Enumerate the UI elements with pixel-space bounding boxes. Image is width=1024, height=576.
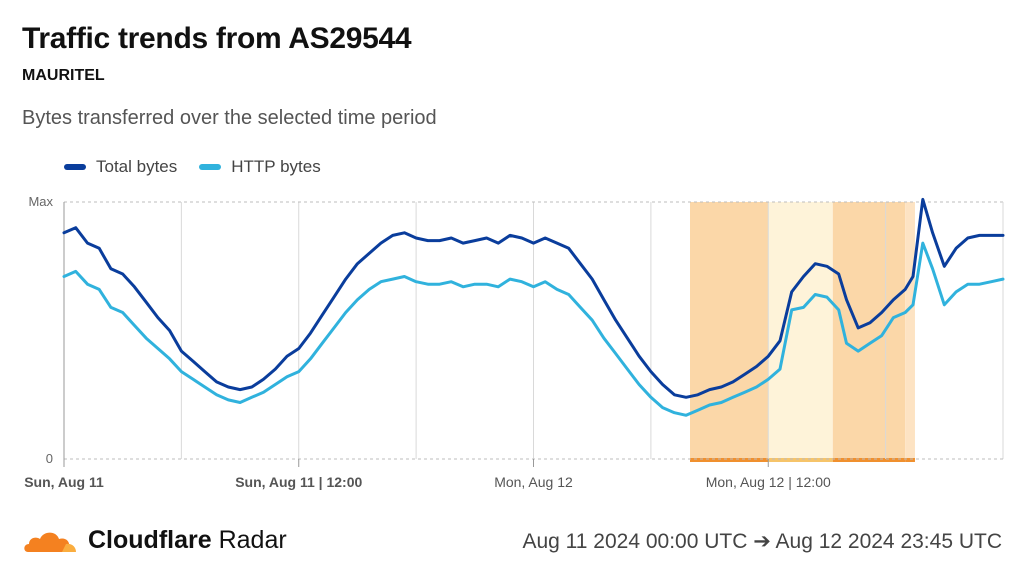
brand: Cloudflare Radar — [22, 526, 287, 555]
highlight-band-marker-2 — [832, 458, 906, 462]
brand-name: Cloudflare Radar — [88, 526, 287, 554]
x-tick-label-1: Sun, Aug 11 | 12:00 — [235, 474, 362, 490]
highlight-band-marker-0 — [690, 458, 769, 462]
legend-label-total-bytes: Total bytes — [96, 157, 178, 176]
legend-item-http-bytes[interactable]: HTTP bytes — [199, 157, 321, 177]
legend-swatch-http-bytes — [199, 164, 222, 170]
cloudflare-logo-icon — [24, 532, 76, 552]
time-range: Aug 11 2024 00:00 UTC ➔ Aug 12 2024 23:4… — [522, 530, 1002, 553]
y-tick-label-0: 0 — [46, 451, 53, 466]
highlight-band-marker-1 — [768, 458, 833, 462]
highlight-band-3 — [905, 202, 915, 459]
series-line-http-bytes — [62, 241, 1005, 417]
legend-label-http-bytes: HTTP bytes — [231, 157, 321, 176]
highlight-band-marker-3 — [905, 458, 915, 462]
x-tick-label-0: Sun, Aug 11 — [24, 474, 104, 490]
traffic-chart: 0 Max Sun, Aug 11 Sun, Aug 11 | 12:00 Mon, A… — [24, 194, 1005, 490]
legend-item-total-bytes[interactable]: Total bytes — [64, 157, 177, 177]
chart-title: Traffic trends from AS29544 — [22, 22, 412, 55]
x-tick-label-3: Mon, Aug 12 | 12:00 — [706, 474, 831, 490]
series-line-total-bytes — [62, 197, 1005, 399]
chart-description: Bytes transferred over the selected time… — [22, 107, 437, 129]
legend: Total bytes HTTP bytes — [64, 157, 343, 177]
y-tick-label-1: Max — [28, 194, 53, 209]
x-tick-label-2: Mon, Aug 12 — [494, 474, 573, 490]
legend-swatch-total-bytes — [64, 164, 86, 170]
asn-name: MAURITEL — [22, 67, 105, 84]
highlight-band-0 — [690, 202, 769, 459]
highlight-band-1 — [768, 202, 833, 459]
